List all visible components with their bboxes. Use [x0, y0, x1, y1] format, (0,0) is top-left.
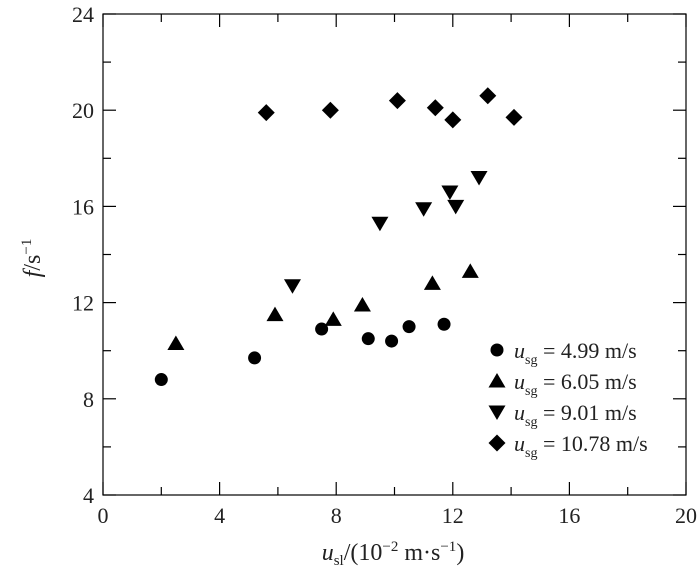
series-1-point [437, 317, 451, 331]
series-2-point [353, 297, 371, 312]
series-4-point [257, 104, 275, 122]
legend-marker-1 [490, 343, 504, 357]
legend-marker-3 [488, 405, 506, 420]
x-tick-label: 12 [442, 503, 464, 528]
series-3-point [447, 199, 465, 215]
series-2-point [461, 263, 479, 278]
series-1-point [248, 351, 262, 365]
series-2-point [167, 335, 185, 350]
series-3-point [470, 171, 488, 186]
x-tick-label: 4 [214, 503, 225, 528]
legend-marker-4 [488, 434, 506, 452]
x-tick-label: 8 [331, 503, 342, 528]
x-tick-label: 0 [98, 503, 109, 528]
series-4-point [479, 87, 497, 105]
series-3-point [441, 185, 459, 200]
legend-entry-2: usg = 6.05 m/s [514, 369, 637, 399]
y-tick-label: 16 [72, 194, 94, 219]
x-tick-label: 16 [558, 503, 580, 528]
x-axis-title: usl/(10−2 m·s−1) [322, 539, 465, 569]
legend-marker-2 [488, 373, 506, 388]
y-tick-label: 20 [72, 98, 94, 123]
series-3-point [283, 279, 301, 294]
plot-frame [102, 13, 687, 496]
y-axis-title: f/s−1 [19, 239, 46, 278]
legend-entry-3: usg = 9.01 m/s [514, 400, 637, 430]
series-1-point [361, 332, 375, 346]
series-1-point [385, 334, 399, 348]
legend-entry-4: usg = 10.78 m/s [514, 431, 648, 461]
y-tick-label: 8 [83, 387, 94, 412]
legend-entry-1: usg = 4.99 m/s [514, 338, 637, 368]
series-4-point [444, 111, 462, 129]
x-tick-label: 20 [675, 503, 697, 528]
series-4-point [505, 108, 523, 126]
series-1-point [402, 320, 416, 334]
series-3-point [415, 202, 433, 217]
y-tick-label: 4 [83, 483, 94, 508]
series-1-point [154, 373, 168, 387]
series-2-point [324, 311, 342, 326]
series-2-point [266, 306, 284, 322]
series-4-point [426, 99, 444, 117]
data-points [154, 87, 523, 387]
y-tick-label: 12 [72, 291, 94, 316]
y-tick-label: 24 [72, 2, 94, 27]
series-2-point [423, 275, 441, 290]
series-3-point [371, 216, 389, 232]
series-4-point [388, 92, 406, 110]
series-4-point [321, 101, 339, 119]
